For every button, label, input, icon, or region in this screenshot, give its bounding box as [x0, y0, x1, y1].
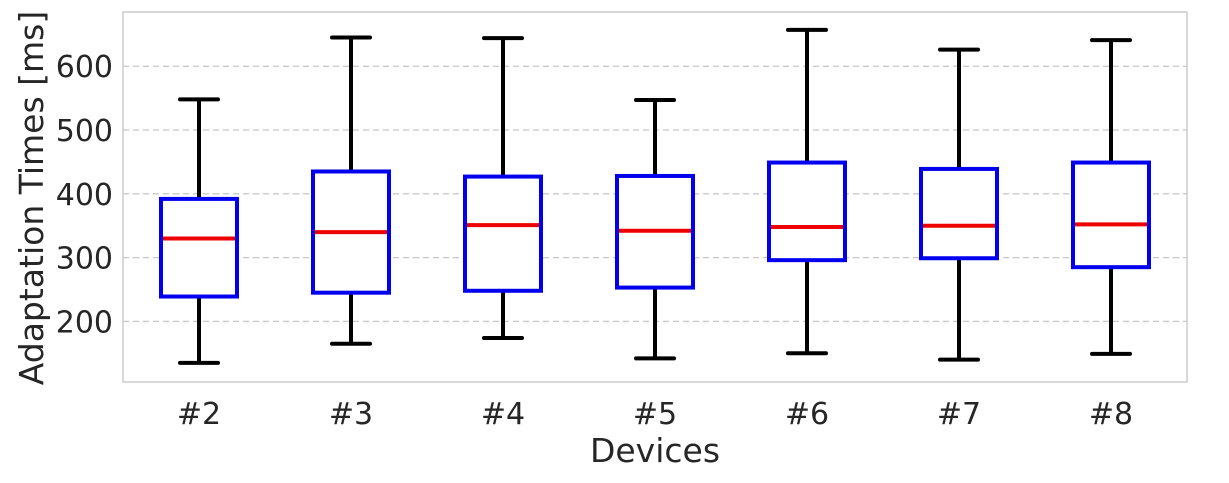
y-tick-label: 600 [56, 50, 113, 85]
box-#6 [767, 27, 847, 356]
iqr-box [159, 196, 239, 299]
y-tick-label: 500 [56, 114, 113, 149]
x-tick-label: #6 [785, 397, 829, 432]
x-tick-label: #8 [1089, 397, 1133, 432]
box-#4 [463, 36, 543, 340]
box-#3 [311, 35, 391, 346]
iqr-box [1071, 160, 1151, 270]
y-axis-label: Adaptation Times [ms] [12, 11, 51, 386]
iqr-box [463, 174, 543, 293]
box-#2 [159, 97, 239, 365]
box-#8 [1071, 38, 1151, 356]
x-tick-label: #7 [937, 397, 981, 432]
x-axis-label: Devices [590, 431, 720, 470]
y-tick-label: 400 [56, 178, 113, 213]
box-#7 [919, 47, 999, 362]
x-tick-label: #4 [481, 397, 525, 432]
plot-frame [122, 11, 1188, 383]
box-#5 [615, 98, 695, 361]
y-tick-label: 300 [56, 242, 113, 277]
x-tick-label: #2 [177, 397, 221, 432]
x-tick-label: #3 [329, 397, 373, 432]
x-tick-label: #5 [633, 397, 677, 432]
y-tick-label: 200 [56, 305, 113, 340]
y-axis-ticks: 200 300 400 500 600 [56, 50, 113, 340]
box-series [159, 27, 1151, 365]
iqr-box [919, 166, 999, 261]
x-axis-ticks: #2 #3 #4 #5 #6 #7 #8 [177, 397, 1133, 432]
iqr-box [767, 160, 847, 263]
